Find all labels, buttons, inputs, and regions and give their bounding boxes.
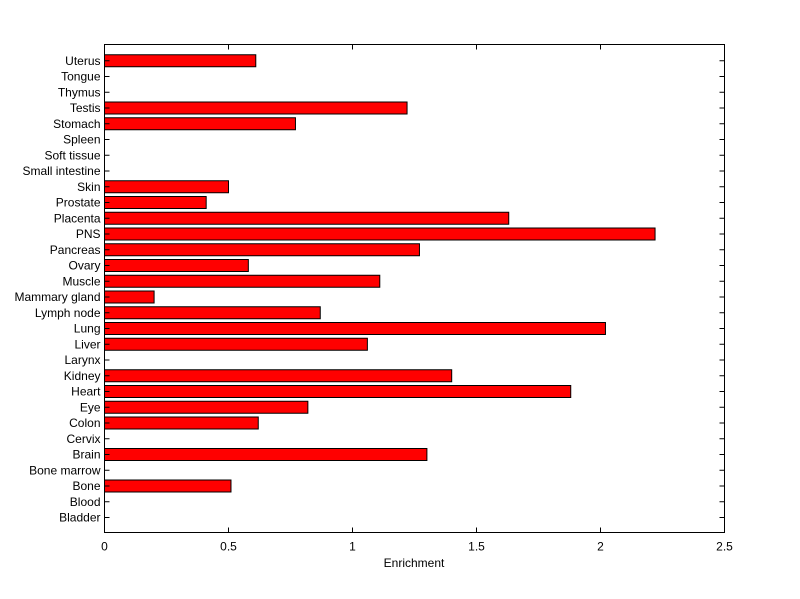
plot-frame [104, 44, 725, 533]
y-tick-label: Testis [70, 101, 101, 115]
y-tick-label: PNS [76, 227, 101, 241]
y-tick-label: Ovary [68, 259, 100, 273]
y-tick-label: Heart [71, 385, 101, 399]
bar-testis [104, 101, 408, 115]
y-tick-label: Prostate [56, 196, 101, 210]
x-tick-label: 0.5 [220, 540, 237, 554]
y-tick-label: Eye [80, 400, 101, 414]
x-tick-label: 2 [597, 540, 604, 554]
x-tick-label: 1.5 [468, 540, 485, 554]
y-tick-label: Lymph node [35, 306, 101, 320]
bar-prostate [104, 196, 207, 209]
y-tick-label: Mammary gland [14, 290, 100, 304]
bar-lung [104, 322, 606, 335]
y-tick-label: Tongue [61, 70, 101, 84]
x-tick-label: 1 [349, 540, 356, 554]
bar-liver [104, 337, 368, 351]
y-tick-label: Bladder [59, 511, 100, 525]
y-tick-label: Muscle [62, 274, 100, 288]
y-tick-label: Placenta [54, 211, 101, 225]
y-tick-label: Lung [74, 322, 101, 336]
y-tick-label: Blood [70, 495, 101, 509]
y-tick-label: Larynx [64, 353, 100, 367]
y-tick-label: Cervix [66, 432, 100, 446]
bar-eye [104, 400, 309, 414]
x-axis-title: Enrichment [384, 556, 445, 570]
bar-placenta [104, 211, 510, 225]
bar-pns [104, 227, 656, 241]
y-tick-label: Colon [69, 416, 100, 430]
bar-skin [104, 180, 229, 194]
bar-muscle [104, 274, 381, 288]
bar-kidney [104, 369, 453, 383]
y-tick-label: Kidney [64, 369, 101, 383]
bar-colon [104, 416, 259, 430]
bar-bone [104, 479, 232, 493]
y-tick-label: Soft tissue [44, 148, 100, 162]
y-tick-label: Pancreas [50, 243, 101, 257]
x-tick-label: 2.5 [716, 540, 733, 554]
y-tick-label: Uterus [65, 54, 100, 68]
bar-stomach [104, 117, 296, 131]
bar-uterus [104, 54, 257, 68]
bar-lymph-node [104, 306, 321, 320]
y-tick-label: Spleen [63, 133, 100, 147]
bar-brain [104, 448, 428, 461]
bar-mammary-gland [104, 290, 155, 304]
bar-heart [104, 385, 572, 398]
y-tick-label: Thymus [58, 85, 101, 99]
y-tick-label: Skin [77, 180, 100, 194]
y-tick-label: Bone [72, 479, 100, 493]
bars [104, 54, 656, 493]
y-tick-label: Brain [72, 448, 100, 462]
bar-ovary [104, 259, 249, 272]
x-tick-label: 0 [101, 540, 108, 554]
y-tick-label: Stomach [53, 117, 100, 131]
bar-pancreas [104, 243, 420, 257]
y-tick-label: Liver [74, 337, 100, 351]
y-tick-label: Small intestine [22, 164, 100, 178]
y-tick-label: Bone marrow [29, 463, 101, 477]
ticks [104, 44, 725, 533]
